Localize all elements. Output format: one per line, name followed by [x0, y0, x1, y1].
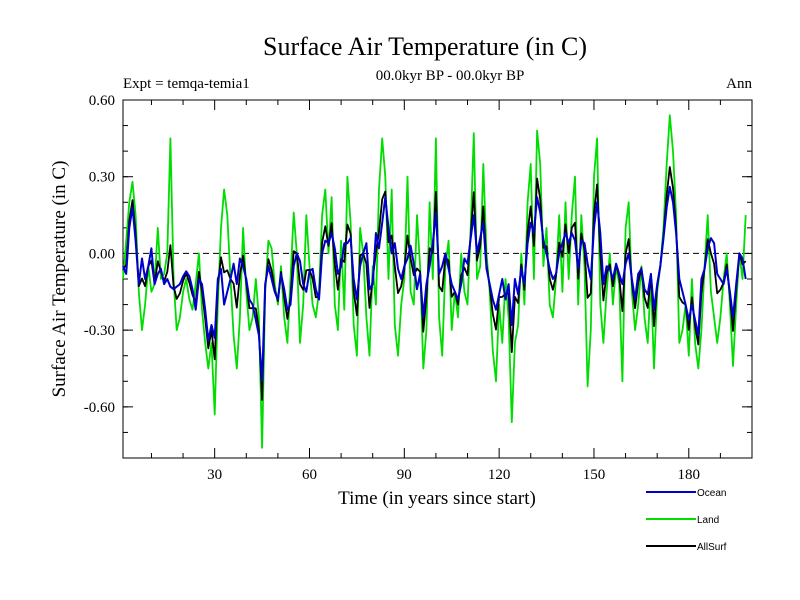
legend-label-land: Land [697, 515, 719, 526]
x-tick-label: 90 [397, 467, 412, 483]
x-tick-label: 120 [488, 467, 511, 483]
y-tick-label: 0.60 [89, 93, 115, 109]
x-tick-label: 60 [302, 467, 317, 483]
y-tick-label: -0.60 [84, 400, 115, 416]
x-axis-label: Time (in years since start) [338, 488, 536, 509]
legend: Ocean Land AllSurf [646, 488, 727, 553]
season-label: Ann [726, 76, 752, 92]
series-line-ocean [122, 185, 747, 383]
chart-title: Surface Air Temperature (in C) [263, 32, 587, 61]
y-tick-label: 0.30 [89, 170, 115, 186]
series-lines [122, 114, 747, 449]
legend-label-ocean: Ocean [697, 488, 726, 499]
x-tick-label: 30 [207, 467, 222, 483]
y-axis: 0.60 0.30 0.00 -0.30 -0.60 [84, 93, 752, 459]
x-tick-label: 180 [678, 467, 701, 483]
chart-subtitle: 00.0kyr BP - 00.0kyr BP [376, 68, 525, 84]
y-tick-label: 0.00 [89, 246, 115, 262]
plot-area: 0.60 0.30 0.00 -0.30 -0.60 30 60 90 120 150 180 [84, 93, 753, 483]
x-axis: 30 60 90 120 150 180 [150, 100, 721, 483]
y-tick-label: -0.30 [84, 323, 115, 339]
y-axis-label: Surface Air Temperature (in C) [49, 161, 70, 398]
experiment-label: Expt = temqa-temia1 [123, 76, 250, 92]
x-tick-label: 150 [583, 467, 606, 483]
legend-label-allsurf: AllSurf [697, 542, 727, 553]
